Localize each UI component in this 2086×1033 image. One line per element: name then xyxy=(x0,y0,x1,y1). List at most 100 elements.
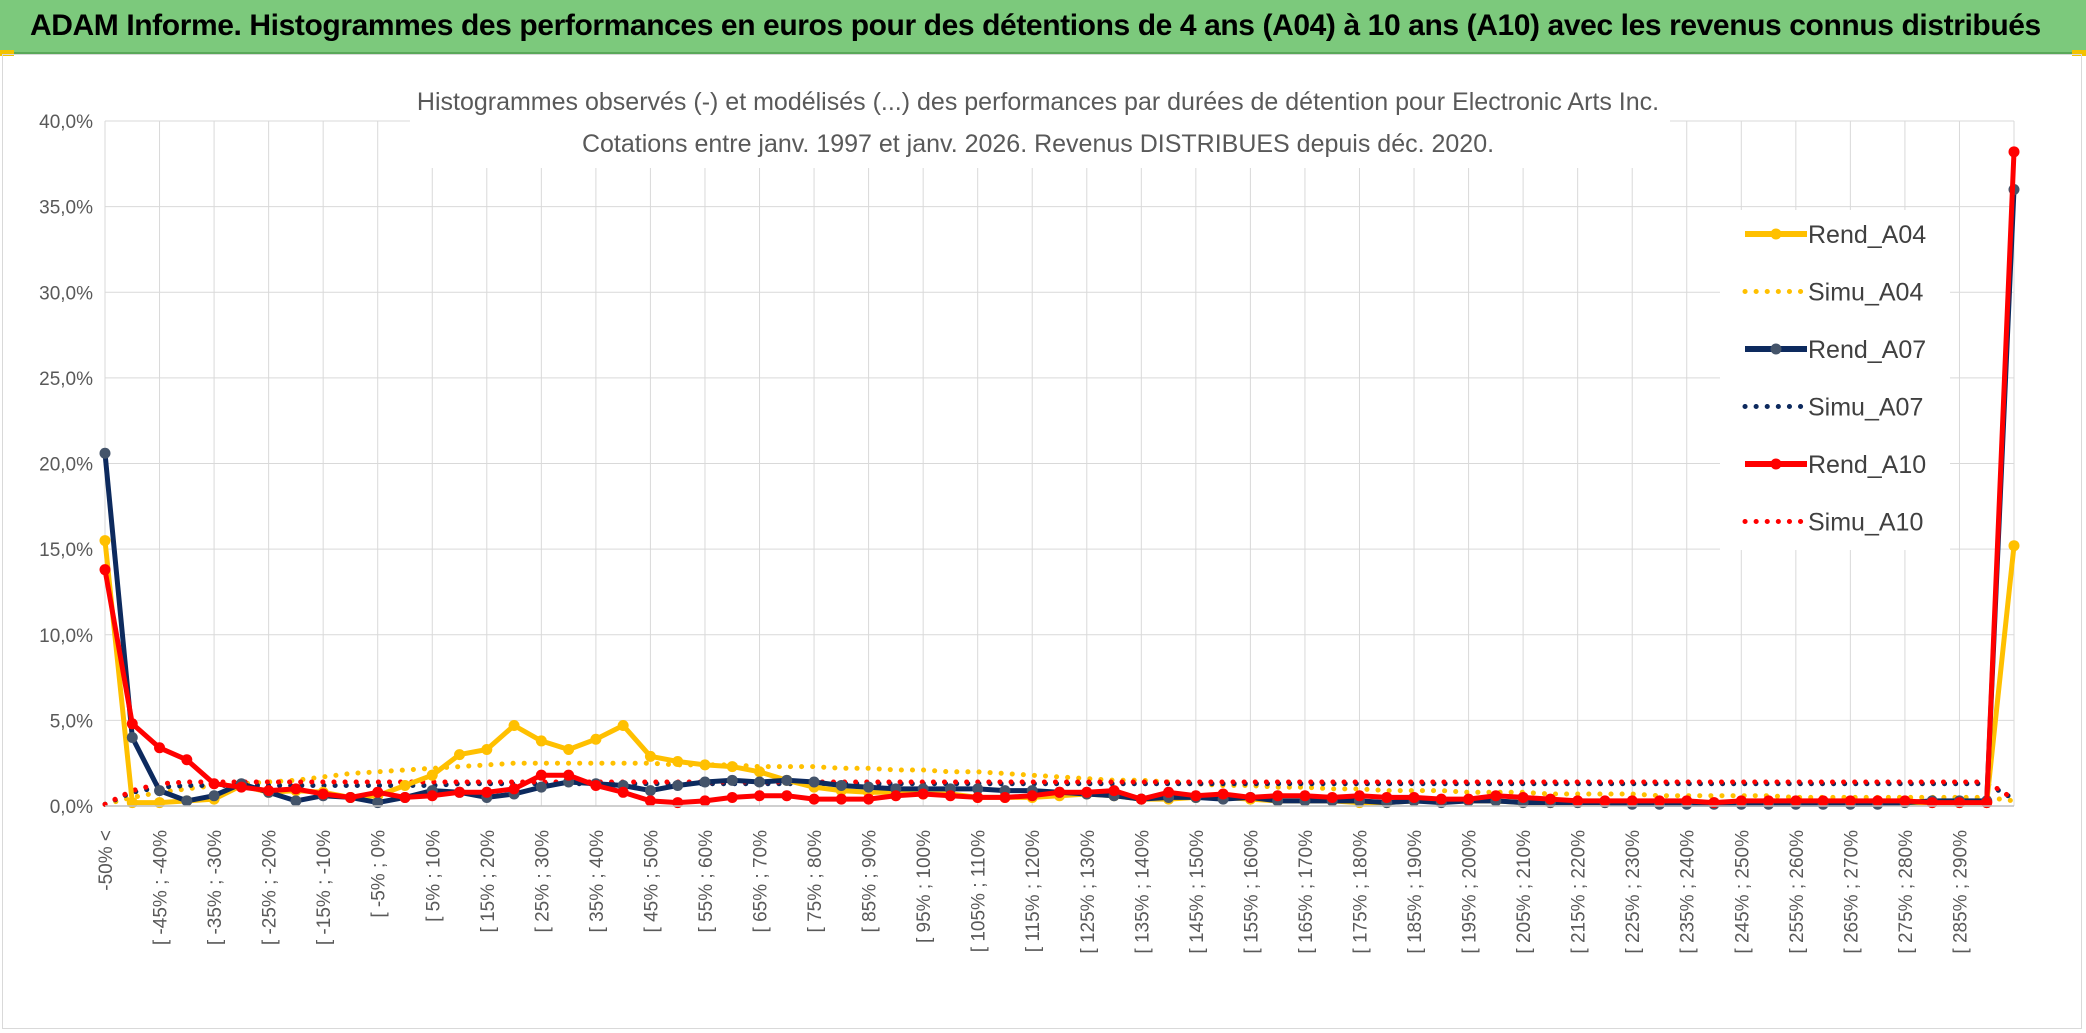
legend-marker-Rend_A04 xyxy=(1770,228,1782,240)
data-point-Rend_A07 xyxy=(672,779,684,791)
series-line-Rend_A04 xyxy=(102,540,2017,806)
x-tick-label: [ 285% ; 290% xyxy=(1950,830,1971,954)
data-point-Rend_A10 xyxy=(126,718,138,730)
data-point-Rend_A10 xyxy=(372,786,384,798)
data-point-Rend_A10 xyxy=(999,791,1011,803)
data-point-Rend_A10 xyxy=(781,790,793,802)
data-point-Rend_A10 xyxy=(590,779,602,791)
legend-label-Simu_A07: Simu_A07 xyxy=(1808,394,1923,422)
data-point-Rend_A10 xyxy=(399,791,411,803)
x-tick-label: -50% < xyxy=(96,830,117,891)
data-point-Rend_A04 xyxy=(454,749,466,761)
data-point-Rend_A10 xyxy=(1735,795,1747,807)
x-tick-label: [ 45% ; 50% xyxy=(641,830,662,933)
series-line-Simu_A07 xyxy=(102,781,2017,807)
data-point-Rend_A10 xyxy=(1626,795,1638,807)
data-point-Rend_A10 xyxy=(1272,790,1284,802)
y-tick-label: 35,0% xyxy=(39,198,93,219)
data-point-Rend_A10 xyxy=(917,788,929,800)
data-point-Rend_A10 xyxy=(154,742,166,754)
x-tick-label: [ 55% ; 60% xyxy=(696,830,717,933)
data-point-Rend_A10 xyxy=(1217,788,1229,800)
x-tick-label: [ 245% ; 250% xyxy=(1732,830,1753,954)
x-tick-label: [ 15% ; 20% xyxy=(478,830,499,933)
series-layer xyxy=(99,146,2020,810)
title-banner: ADAM Informe. Histogrammes des performan… xyxy=(0,0,2086,54)
data-point-Rend_A10 xyxy=(1054,786,1065,798)
data-point-Rend_A10 xyxy=(181,754,193,766)
x-tick-label: [ 145% ; 150% xyxy=(1187,830,1208,954)
series-Rend_A10 xyxy=(99,146,2020,809)
data-point-Rend_A10 xyxy=(1463,793,1475,805)
data-point-Rend_A10 xyxy=(344,791,356,803)
banner-title: ADAM Informe. Histogrammes des performan… xyxy=(30,9,2041,42)
data-point-Rend_A10 xyxy=(754,790,766,802)
corner-mark-right xyxy=(2072,50,2086,56)
grid-layer xyxy=(104,120,2015,807)
data-point-Rend_A07 xyxy=(154,785,166,797)
x-tick-label: [ 195% ; 200% xyxy=(1460,830,1481,954)
data-point-Rend_A10 xyxy=(1299,790,1311,802)
data-point-Rend_A10 xyxy=(1599,795,1611,807)
x-tick-label: [ -45% ; -40% xyxy=(151,830,172,945)
data-point-Rend_A10 xyxy=(644,795,656,807)
x-tick-label: [ -35% ; -30% xyxy=(205,830,226,945)
x-tick-label: [ 65% ; 70% xyxy=(751,830,772,933)
x-tick-label: [ 85% ; 90% xyxy=(860,830,881,933)
data-point-Rend_A07 xyxy=(835,779,847,791)
x-tick-label: [ -5% ; 0% xyxy=(369,830,390,918)
series-Simu_A10 xyxy=(102,779,2017,807)
title-layer: Histogrammes observés (-) et modélisés (… xyxy=(410,78,1670,168)
data-point-Rend_A07 xyxy=(808,776,820,788)
data-point-Rend_A04 xyxy=(699,759,711,771)
x-tick-label: [ 165% ; 170% xyxy=(1296,830,1317,954)
data-point-Rend_A04 xyxy=(99,535,111,547)
data-point-Rend_A10 xyxy=(290,783,302,795)
data-point-Rend_A10 xyxy=(863,793,875,805)
data-point-Rend_A10 xyxy=(1190,790,1202,802)
x-tick-label: [ 155% ; 160% xyxy=(1241,830,1262,954)
data-point-Rend_A04 xyxy=(399,779,411,791)
y-tick-label: 5,0% xyxy=(50,711,93,732)
data-point-Rend_A10 xyxy=(454,786,466,798)
series-Rend_A04 xyxy=(99,535,2020,809)
data-point-Rend_A10 xyxy=(426,790,438,802)
x-tick-label: [ 185% ; 190% xyxy=(1405,830,1426,954)
y-tick-label: 0,0% xyxy=(50,797,93,818)
data-point-Rend_A04 xyxy=(481,743,493,755)
x-tick-label: [ 35% ; 40% xyxy=(587,830,608,933)
data-point-Rend_A10 xyxy=(726,791,738,803)
series-line-Simu_A10 xyxy=(102,779,2017,807)
legend-background xyxy=(1720,210,1950,550)
data-point-Rend_A07 xyxy=(99,447,111,459)
data-point-Rend_A10 xyxy=(1817,795,1829,807)
chart-title: Histogrammes observés (-) et modélisés (… xyxy=(417,88,1659,116)
series-line-Simu_A04 xyxy=(102,760,2017,807)
data-point-Rend_A04 xyxy=(508,720,520,732)
series-Simu_A04 xyxy=(102,760,2017,807)
data-point-Rend_A10 xyxy=(699,795,711,807)
data-point-Rend_A10 xyxy=(317,788,329,800)
data-point-Rend_A10 xyxy=(1899,795,1911,807)
legend-label-Rend_A04: Rend_A04 xyxy=(1808,221,1926,249)
x-tick-label: [ 125% ; 130% xyxy=(1078,830,1099,954)
data-point-Rend_A10 xyxy=(208,778,220,790)
data-point-Rend_A10 xyxy=(617,786,629,798)
data-point-Rend_A10 xyxy=(1026,790,1038,802)
x-tick-label: [ 215% ; 220% xyxy=(1569,830,1590,954)
data-point-Rend_A07 xyxy=(535,781,547,793)
data-point-Rend_A04 xyxy=(426,769,438,781)
data-point-Rend_A10 xyxy=(944,790,956,802)
x-tick-label: [ 175% ; 180% xyxy=(1350,830,1371,954)
data-point-Rend_A04 xyxy=(644,750,656,762)
x-tick-label: [ -25% ; -20% xyxy=(260,830,281,945)
data-point-Rend_A10 xyxy=(235,781,247,793)
chart-subtitle: Cotations entre janv. 1997 et janv. 2026… xyxy=(582,130,1494,158)
data-point-Rend_A10 xyxy=(835,793,847,805)
data-point-Rend_A10 xyxy=(1517,791,1529,803)
x-tick-label: [ 105% ; 110% xyxy=(969,830,990,952)
x-tick-label: [ 225% ; 230% xyxy=(1623,830,1644,954)
data-point-Rend_A07 xyxy=(699,776,711,788)
data-point-Rend_A10 xyxy=(1653,795,1665,807)
